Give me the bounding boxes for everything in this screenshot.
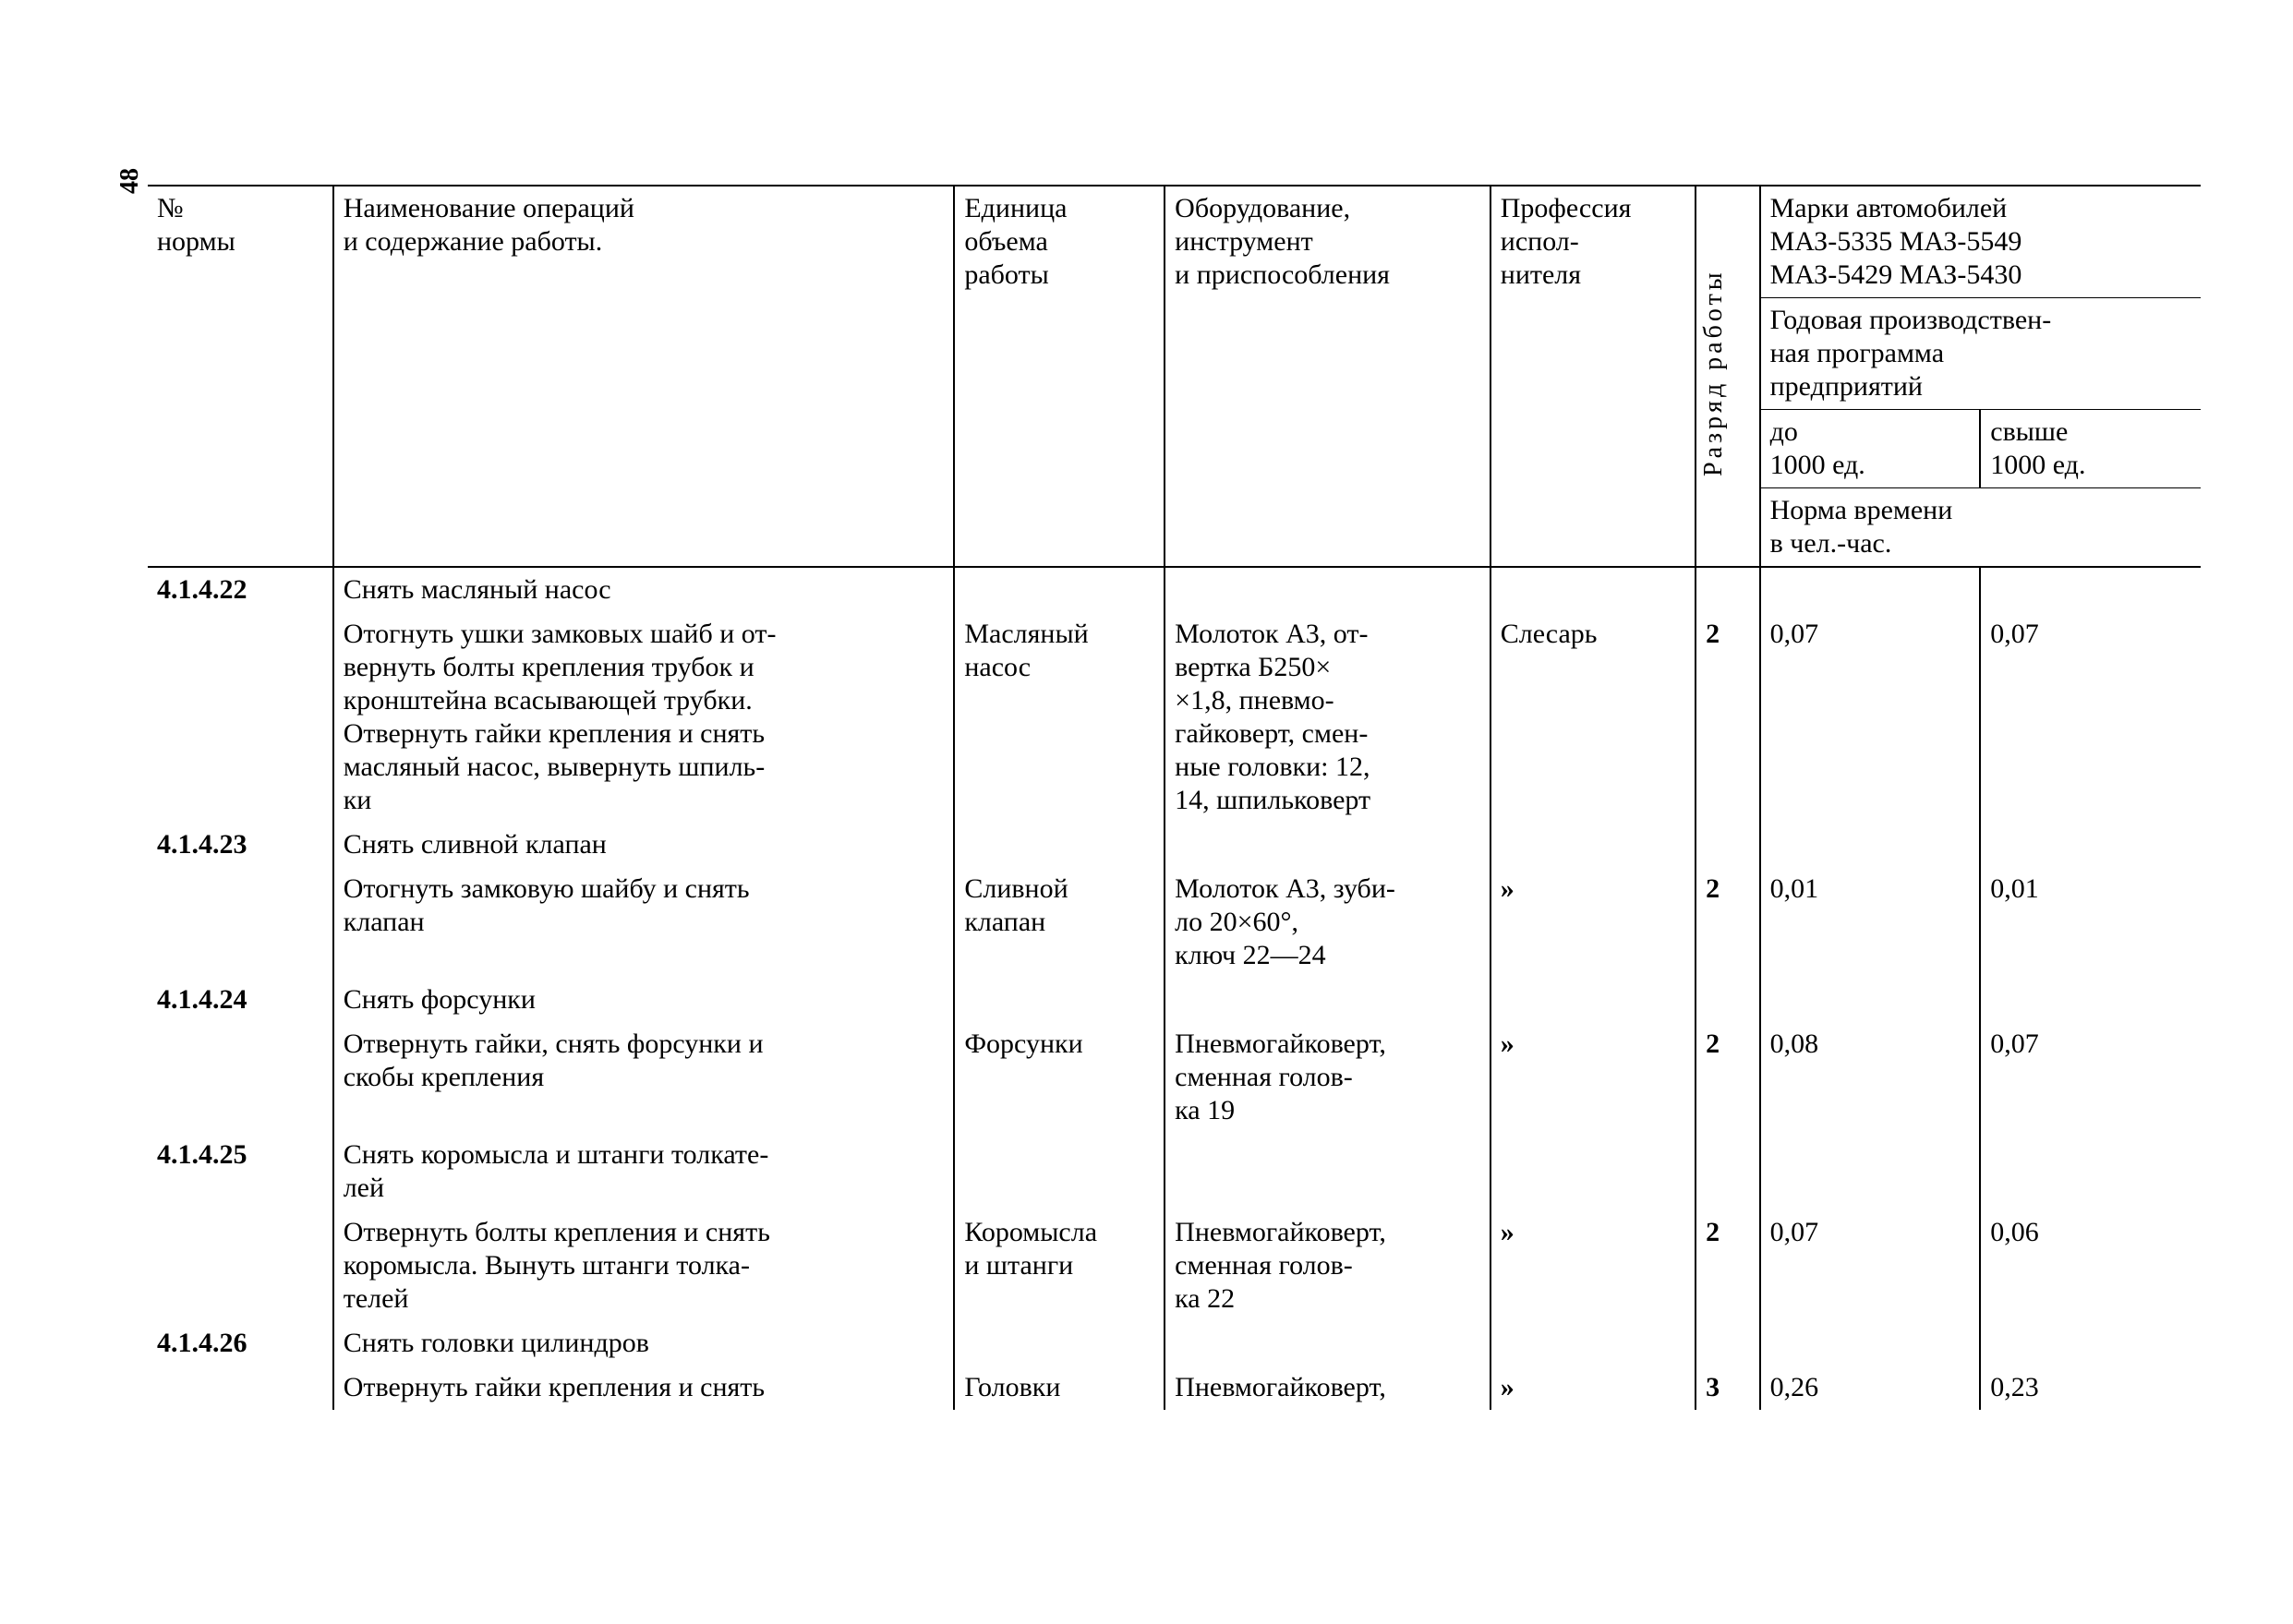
cell-unit: Головки xyxy=(954,1365,1165,1410)
cell-desc: Отвернуть болты крепления и снятькоромыс… xyxy=(333,1210,955,1321)
cell-prof: Слесарь xyxy=(1490,612,1696,823)
col-norm: Норма временив чел.-час. xyxy=(1760,488,2201,568)
table-row: Отогнуть ушки замковых шайб и от-вернуть… xyxy=(148,612,2201,823)
cell-unit: Форсунки xyxy=(954,1022,1165,1133)
col-grade: Разряд работы xyxy=(1696,186,1759,567)
cell-n1: 0,07 xyxy=(1760,612,1981,823)
cell-num: 4.1.4.24 xyxy=(148,978,333,1022)
col-grade-label: Разряд работы xyxy=(1698,183,1756,562)
cell-unit: Масляныйнасос xyxy=(954,612,1165,823)
cell-prof: » xyxy=(1490,1210,1696,1321)
cell-desc: Отвернуть гайки, снять форсунки искобы к… xyxy=(333,1022,955,1133)
cell-equip: Пневмогайковерт,сменная голов-ка 22 xyxy=(1165,1210,1490,1321)
cell-title: Снять головки цилиндров xyxy=(333,1321,955,1365)
table-row: Отвернуть болты крепления и снятькоромыс… xyxy=(148,1210,2201,1321)
table-row: 4.1.4.22 Снять масляный насос xyxy=(148,567,2201,612)
table-row: Отвернуть гайки, снять форсунки искобы к… xyxy=(148,1022,2201,1133)
table-header: №нормы Наименование операцийи содержание… xyxy=(148,186,2201,567)
cell-n2: 0,07 xyxy=(1980,612,2201,823)
cell-num: 4.1.4.22 xyxy=(148,567,333,612)
cell-desc: Отвернуть гайки крепления и снять xyxy=(333,1365,955,1410)
cell-prof: » xyxy=(1490,867,1696,978)
col-unit: Единицаобъемаработы xyxy=(954,186,1165,567)
page-number: 48 xyxy=(115,168,145,194)
cell-num: 4.1.4.23 xyxy=(148,823,333,867)
cell-unit: Сливнойклапан xyxy=(954,867,1165,978)
cell-n2: 0,01 xyxy=(1980,867,2201,978)
table-row: Отогнуть замковую шайбу и снятьклапан Сл… xyxy=(148,867,2201,978)
table-row: 4.1.4.24 Снять форсунки xyxy=(148,978,2201,1022)
table-row: Отвернуть гайки крепления и снять Головк… xyxy=(148,1365,2201,1410)
cell-title: Снять сливной клапан xyxy=(333,823,955,867)
cell-equip: Пневмогайковерт, xyxy=(1165,1365,1490,1410)
cell-prof: » xyxy=(1490,1365,1696,1410)
col-over: свыше1000 ед. xyxy=(1980,410,2201,488)
cell-prof: » xyxy=(1490,1022,1696,1133)
cell-grade: 2 xyxy=(1696,1210,1759,1321)
col-num: №нормы xyxy=(148,186,333,567)
page: 48 №нормы Наименование операцийи содержа… xyxy=(0,0,2293,1624)
cell-desc: Отогнуть ушки замковых шайб и от-вернуть… xyxy=(333,612,955,823)
cell-n1: 0,26 xyxy=(1760,1365,1981,1410)
cell-n2: 0,23 xyxy=(1980,1365,2201,1410)
table-row: 4.1.4.25 Снять коромысла и штанги толкат… xyxy=(148,1133,2201,1210)
cell-desc: Отогнуть замковую шайбу и снятьклапан xyxy=(333,867,955,978)
cell-num: 4.1.4.25 xyxy=(148,1133,333,1210)
cell-unit: Коромыслаи штанги xyxy=(954,1210,1165,1321)
cell-equip: Молоток А3, зуби-ло 20×60°,ключ 22—24 xyxy=(1165,867,1490,978)
cell-num: 4.1.4.26 xyxy=(148,1321,333,1365)
cell-n2: 0,06 xyxy=(1980,1210,2201,1321)
col-program: Годовая производствен-ная программапредп… xyxy=(1760,298,2201,410)
cell-title: Снять форсунки xyxy=(333,978,955,1022)
cell-title: Снять коромысла и штанги толкате-лей xyxy=(333,1133,955,1210)
cell-n1: 0,07 xyxy=(1760,1210,1981,1321)
cell-grade: 2 xyxy=(1696,612,1759,823)
cell-n2: 0,07 xyxy=(1980,1022,2201,1133)
table-body: 4.1.4.22 Снять масляный насос Отогнуть у… xyxy=(148,567,2201,1410)
main-table: №нормы Наименование операцийи содержание… xyxy=(148,185,2201,1410)
table-row: 4.1.4.26 Снять головки цилиндров xyxy=(148,1321,2201,1365)
cell-grade: 3 xyxy=(1696,1365,1759,1410)
cell-equip: Молоток А3, от-вертка Б250××1,8, пневмо-… xyxy=(1165,612,1490,823)
cell-grade: 2 xyxy=(1696,867,1759,978)
col-models: Марки автомобилейМАЗ-5335 МАЗ-5549МАЗ-54… xyxy=(1760,186,2201,298)
col-upto: до1000 ед. xyxy=(1760,410,1981,488)
col-name: Наименование операцийи содержание работы… xyxy=(333,186,955,567)
cell-equip: Пневмогайковерт,сменная голов-ка 19 xyxy=(1165,1022,1490,1133)
col-prof: Профессияиспол-нителя xyxy=(1490,186,1696,567)
cell-n1: 0,08 xyxy=(1760,1022,1981,1133)
cell-n1: 0,01 xyxy=(1760,867,1981,978)
table-row: 4.1.4.23 Снять сливной клапан xyxy=(148,823,2201,867)
cell-title: Снять масляный насос xyxy=(333,567,955,612)
col-equip: Оборудование,инструменти приспособления xyxy=(1165,186,1490,567)
cell-grade: 2 xyxy=(1696,1022,1759,1133)
